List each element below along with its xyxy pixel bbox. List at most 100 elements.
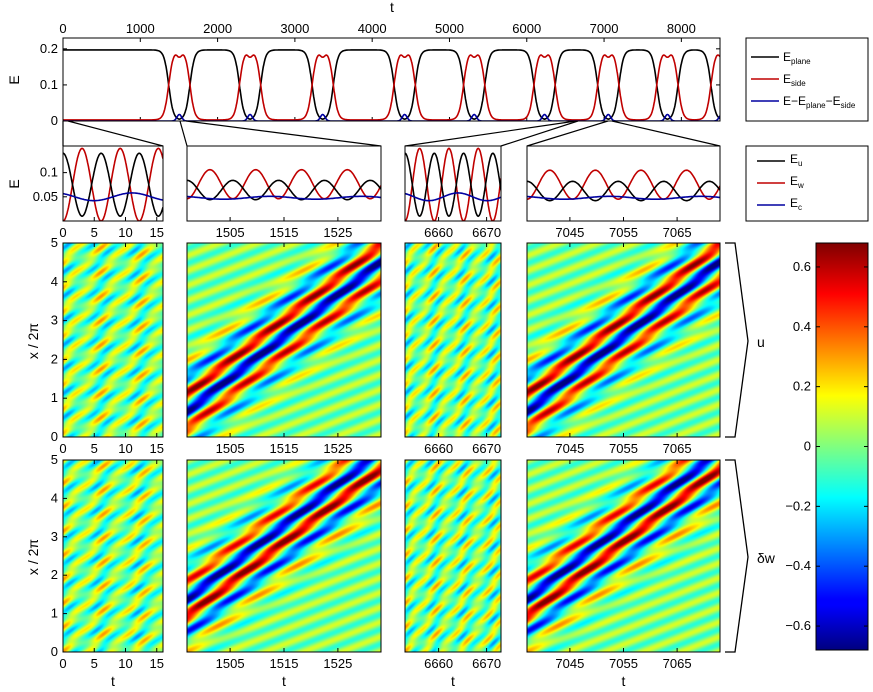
zoom-panels: 0 5 10 15 0.05 0.1 1505 1515 1525 6660 6670 7045 705… bbox=[33, 145, 721, 240]
overview-x-tick-label: 8000 bbox=[667, 21, 696, 36]
legend-label-e-plane: Eplane bbox=[783, 50, 811, 66]
heatmap-y-tick-label: 0 bbox=[51, 429, 58, 444]
connector bbox=[179, 120, 188, 147]
heatmap-x-tick-label: 1515 bbox=[270, 656, 299, 671]
zoom-curves bbox=[63, 147, 163, 221]
series-e-w bbox=[405, 147, 501, 221]
overview-x-tick-label: 6000 bbox=[512, 21, 541, 36]
heatmap-x-tick-label: 1525 bbox=[323, 441, 352, 456]
zoom-curves bbox=[405, 147, 501, 221]
heatmap-y-tick-label: 2 bbox=[51, 567, 58, 582]
zoom-x-tick-label: 6670 bbox=[472, 225, 501, 240]
heatmap-image bbox=[405, 243, 501, 437]
heatmap-image bbox=[527, 243, 720, 437]
series-e-u bbox=[187, 179, 381, 201]
zoom-y-tick-label: 0.05 bbox=[33, 189, 58, 204]
legend-label-e-remainder: E−Eplane−Eside bbox=[783, 94, 856, 110]
colorbar-tick-label: −0.2 bbox=[785, 498, 811, 513]
heatmap-dw-2: 1505 1515 1525 t bbox=[186, 459, 382, 689]
overview-panel: t E 0 1000 2000 3000 4000 5000 6000 7000 800000.… bbox=[6, 0, 721, 128]
heatmap-x-tick-label: 6660 bbox=[424, 656, 453, 671]
zoom-frame bbox=[62, 145, 164, 222]
zoom-panel-4: 7045 7055 7065 bbox=[526, 145, 721, 240]
heatmap-dw-1: 0 5 10 15 t 0 1 2 3 4 5 bbox=[51, 452, 164, 689]
heatmap-x-label: t bbox=[622, 673, 626, 689]
heatmap-y-label-dw: x / 2π bbox=[25, 539, 41, 575]
heatmap-image bbox=[187, 460, 381, 652]
row-label-u: u bbox=[757, 334, 765, 350]
heatmap-x-tick-label: 0 bbox=[59, 656, 66, 671]
heatmap-y-tick-label: 3 bbox=[51, 529, 58, 544]
heatmap-x-tick-label: 0 bbox=[59, 441, 66, 456]
zoom-y-label: E bbox=[6, 179, 22, 188]
series-e-u bbox=[63, 152, 163, 218]
zoom-panel-2: 1505 1515 1525 bbox=[186, 145, 382, 240]
heatmap-x-tick-label: 15 bbox=[150, 441, 164, 456]
heatmap-frame bbox=[404, 459, 502, 653]
series-e-w bbox=[187, 168, 381, 200]
heatmap-x-tick-label: 7055 bbox=[609, 656, 638, 671]
zoom-x-tick-label: 7055 bbox=[609, 225, 638, 240]
zoom-x-tick-label: 15 bbox=[150, 225, 164, 240]
heatmap-x-tick-label: 7065 bbox=[663, 441, 692, 456]
colorbar-tick-label: 0.6 bbox=[793, 259, 811, 274]
heatmap-y-label-u: x / 2π bbox=[25, 323, 41, 359]
heatmap-y-tick-label: 1 bbox=[51, 390, 58, 405]
legend-label-e-u: Eu bbox=[790, 152, 802, 168]
heatmap-x-tick-label: 7045 bbox=[555, 656, 584, 671]
heatmap-u-4: 7045 7055 7065 bbox=[526, 242, 721, 456]
overview-legend: Eplane Eside E−Eplane−Eside bbox=[745, 37, 869, 122]
overview-x-tick-label: 1000 bbox=[126, 21, 155, 36]
zoom-x-tick-label: 1525 bbox=[323, 225, 352, 240]
heatmap-x-label: t bbox=[282, 673, 286, 689]
overview-x-tick-label: 3000 bbox=[280, 21, 309, 36]
heatmap-u-1: 0 5 10 15 0 1 2 3 4 5 bbox=[51, 235, 164, 456]
series-e-c bbox=[63, 192, 163, 202]
zoom-legend: Eu Ew Ec bbox=[745, 145, 869, 222]
heatmap-x-tick-label: 5 bbox=[91, 441, 98, 456]
heatmap-image bbox=[527, 460, 720, 652]
colorbar-tick-label: 0.4 bbox=[793, 319, 811, 334]
series-e-c bbox=[405, 192, 501, 202]
colorbar-tick-label: 0 bbox=[804, 439, 811, 454]
heatmap-image bbox=[187, 243, 381, 437]
connector bbox=[185, 120, 382, 147]
heatmap-x-tick-label: 1515 bbox=[270, 441, 299, 456]
zoom-x-tick-label: 10 bbox=[118, 225, 132, 240]
zoom-x-tick-label: 6660 bbox=[424, 225, 453, 240]
colorbar: 0.6 0.4 0.2 0 −0.2 −0.4 −0.6 bbox=[785, 242, 869, 651]
colorbar-tick-label: 0.2 bbox=[793, 379, 811, 394]
overview-y-tick-label: 0 bbox=[51, 113, 58, 128]
overview-y-label: E bbox=[6, 75, 22, 84]
legend-label-e-w: Ew bbox=[790, 174, 804, 190]
zoom-connectors bbox=[62, 120, 721, 147]
colorbar-ticks: 0.6 0.4 0.2 0 −0.2 −0.4 −0.6 bbox=[785, 259, 868, 633]
overview-y-tick-label: 0.1 bbox=[40, 77, 58, 92]
zoom-panel-3: 6660 6670 bbox=[404, 145, 502, 240]
heatmap-x-tick-label: 7055 bbox=[609, 441, 638, 456]
brace-u bbox=[725, 242, 749, 438]
heatmap-image bbox=[63, 460, 163, 652]
heatmap-x-tick-label: 1505 bbox=[216, 441, 245, 456]
heatmap-dw-3: 6660 6670 t bbox=[404, 459, 502, 689]
overview-x-tick-label: 0 bbox=[59, 21, 66, 36]
zoom-frame bbox=[404, 145, 502, 222]
brace-dw bbox=[725, 459, 749, 653]
zoom-x-tick-label: 0 bbox=[59, 225, 66, 240]
zoom-x-tick-label: 7065 bbox=[663, 225, 692, 240]
heatmap-y-tick-label: 5 bbox=[51, 452, 58, 467]
legend-label-e-c: Ec bbox=[790, 196, 802, 212]
heatmap-x-tick-label: 5 bbox=[91, 656, 98, 671]
overview-x-label: t bbox=[390, 0, 394, 15]
overview-frame bbox=[62, 37, 721, 122]
series-e-w bbox=[527, 169, 720, 201]
colorbar-tick-label: −0.4 bbox=[785, 558, 811, 573]
zoom-curves bbox=[187, 168, 381, 201]
zoom-curves bbox=[527, 169, 720, 202]
overview-x-tick-label: 2000 bbox=[203, 21, 232, 36]
connector bbox=[67, 120, 164, 147]
series-e-w bbox=[63, 147, 163, 221]
series-e-side bbox=[63, 54, 720, 121]
heatmap-y-tick-label: 5 bbox=[51, 235, 58, 250]
